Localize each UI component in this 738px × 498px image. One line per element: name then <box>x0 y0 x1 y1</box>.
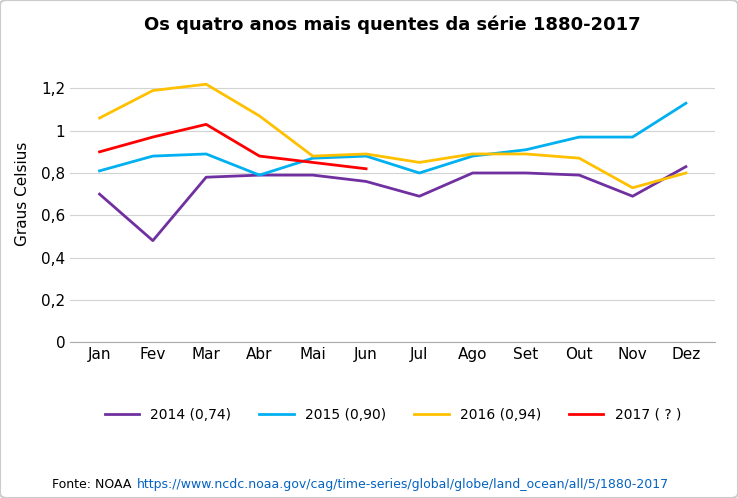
Title: Os quatro anos mais quentes da série 1880-2017: Os quatro anos mais quentes da série 188… <box>145 15 641 33</box>
Y-axis label: Graus Celsius: Graus Celsius <box>15 142 30 247</box>
Text: https://www.ncdc.noaa.gov/cag/time-series/global/globe/land_ocean/all/5/1880-201: https://www.ncdc.noaa.gov/cag/time-serie… <box>137 478 669 491</box>
Legend: 2014 (0,74), 2015 (0,90), 2016 (0,94), 2017 ( ? ): 2014 (0,74), 2015 (0,90), 2016 (0,94), 2… <box>99 402 686 427</box>
Text: Fonte: NOAA: Fonte: NOAA <box>52 478 135 491</box>
